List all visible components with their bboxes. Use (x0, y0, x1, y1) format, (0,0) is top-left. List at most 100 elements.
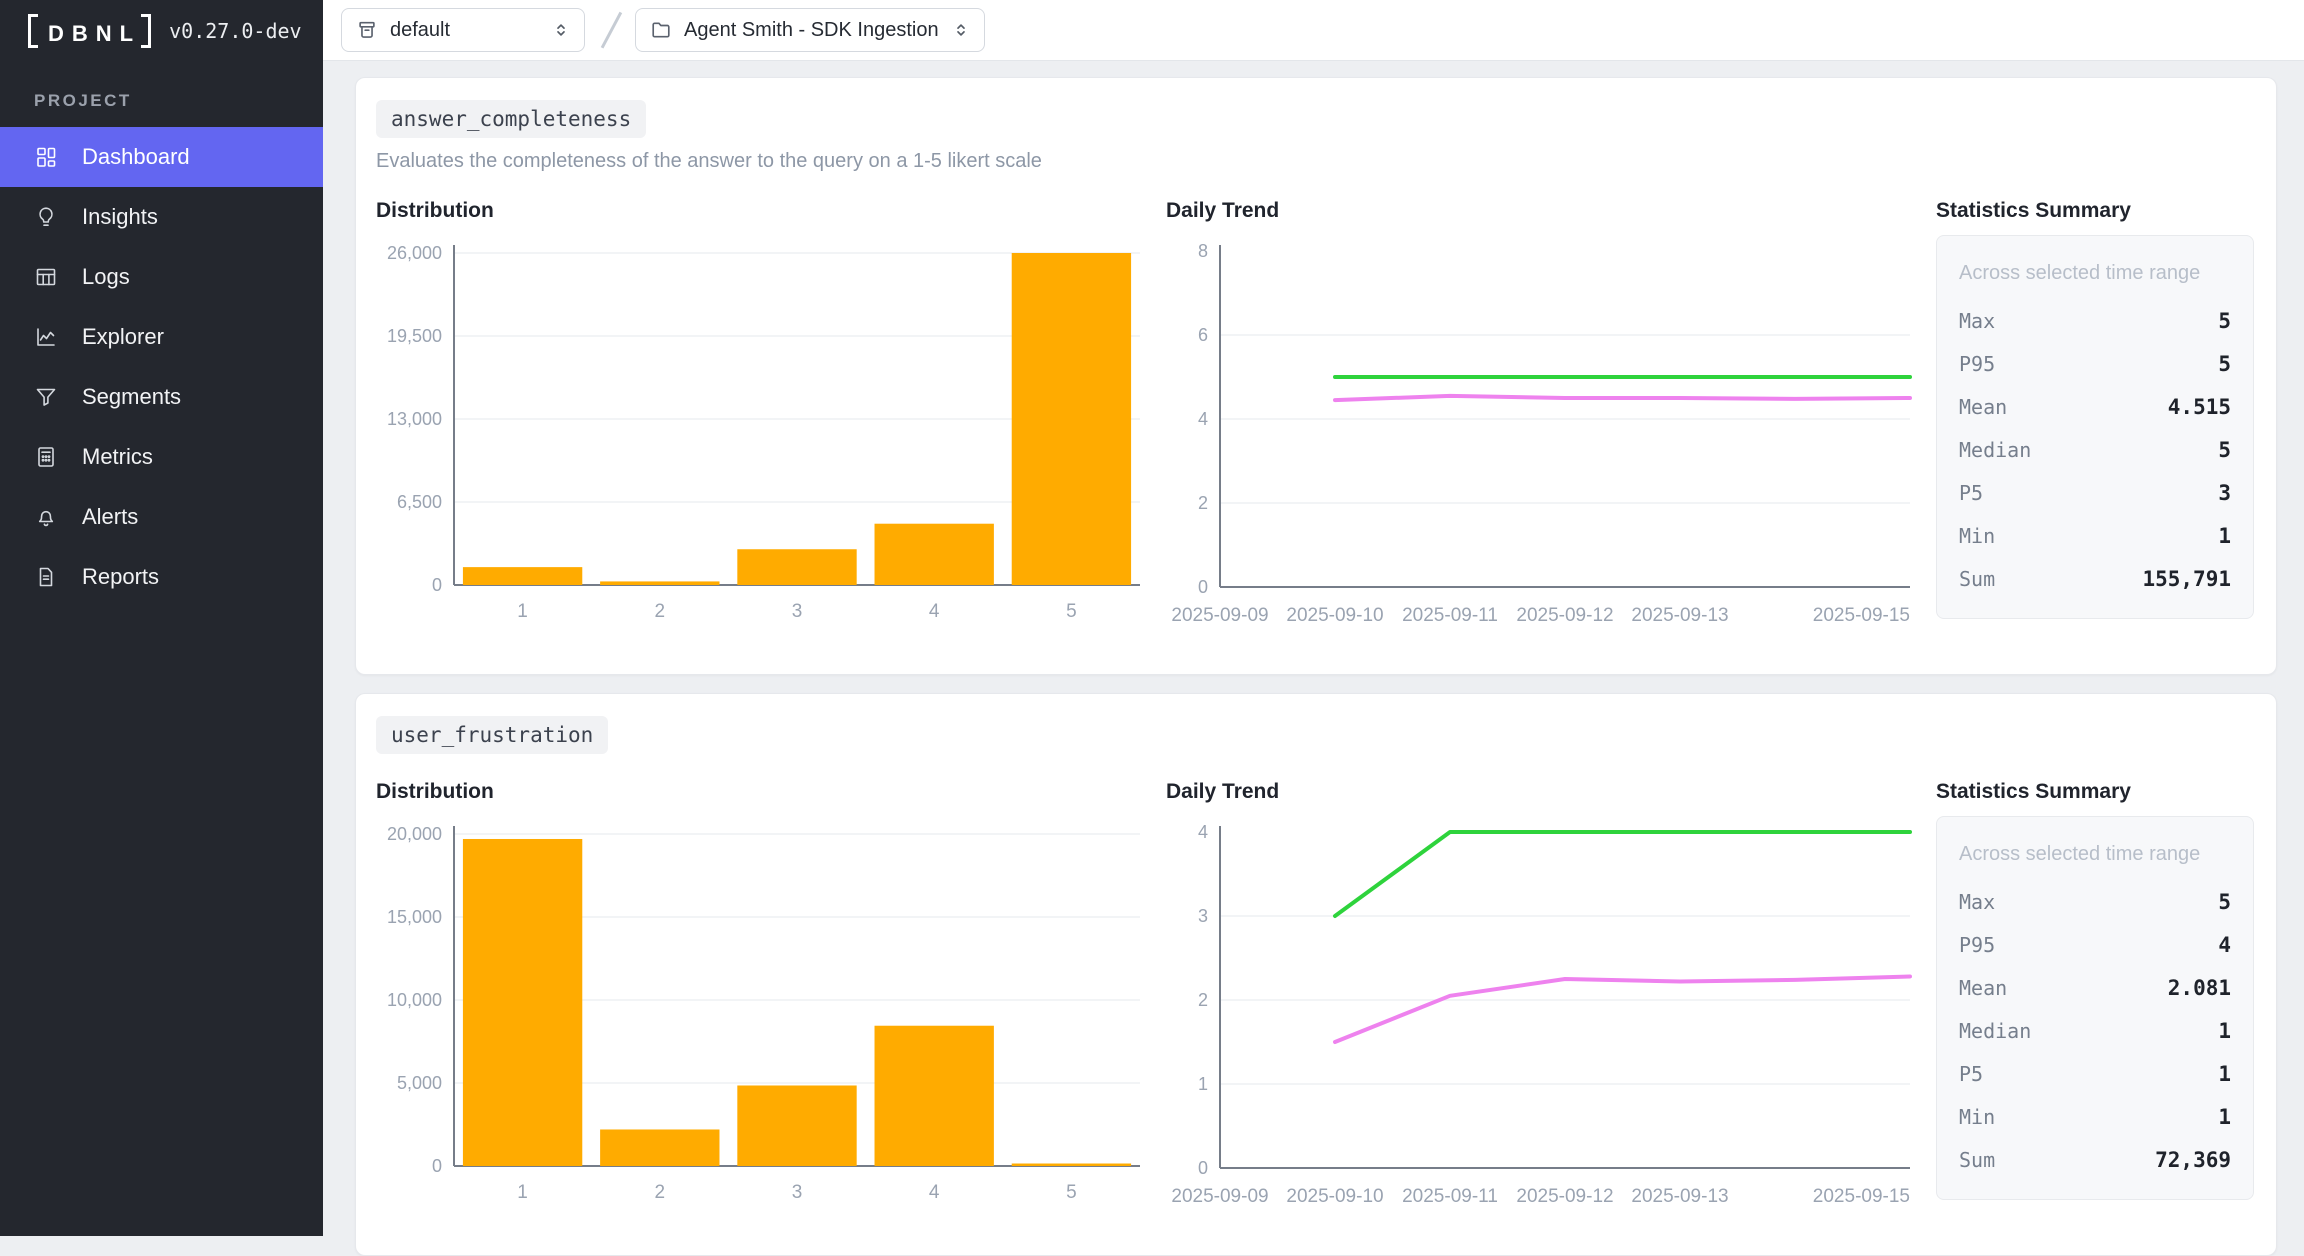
svg-text:13,000: 13,000 (387, 409, 442, 429)
svg-text:0: 0 (432, 1156, 442, 1176)
logo-text: DBNL (38, 14, 141, 48)
metric-name-pill: answer_completeness (376, 100, 646, 138)
bucket-icon (356, 19, 378, 41)
stat-label: Mean (1959, 976, 2007, 1000)
stat-row-median: Median 5 (1959, 428, 2231, 471)
logo-bracket-right (141, 14, 151, 48)
svg-text:4: 4 (929, 1182, 940, 1203)
dashboard-icon (34, 145, 58, 169)
stats-rows: Max5P955Mean4.515Median5P53Min1Sum155,79… (1959, 299, 2231, 600)
stat-value: 4.515 (2168, 395, 2231, 419)
run-selector[interactable]: Agent Smith - SDK Ingestion (635, 8, 985, 52)
svg-text:2: 2 (655, 601, 666, 622)
distribution-title: Distribution (376, 199, 1146, 223)
stat-value: 3 (2218, 481, 2231, 505)
metric-name: answer_completeness (391, 107, 631, 131)
svg-text:3: 3 (1198, 906, 1208, 926)
metric-card-user_frustration: user_frustration Distribution 05,00010,0… (355, 693, 2277, 1256)
stat-label: Min (1959, 1105, 1995, 1129)
stat-label: Median (1959, 1019, 2031, 1043)
svg-text:2025-09-11: 2025-09-11 (1402, 605, 1498, 626)
insights-icon (34, 205, 58, 229)
svg-text:10,000: 10,000 (387, 990, 442, 1010)
stats-panel-col: Statistics Summary Across selected time … (1936, 780, 2256, 1221)
stat-value: 5 (2218, 352, 2231, 376)
svg-text:1: 1 (517, 1182, 528, 1203)
stat-label: Median (1959, 438, 2031, 462)
svg-text:15,000: 15,000 (387, 907, 442, 927)
stat-label: Sum (1959, 1148, 1995, 1172)
sidebar-item-label: Insights (82, 204, 158, 230)
svg-text:1: 1 (1198, 1074, 1208, 1094)
svg-text:0: 0 (432, 575, 442, 595)
stat-value: 5 (2218, 438, 2231, 462)
svg-text:2025-09-10: 2025-09-10 (1286, 1186, 1383, 1207)
svg-text:3: 3 (792, 1182, 803, 1203)
svg-text:8: 8 (1198, 241, 1208, 261)
stat-row-p95: P954 (1959, 923, 2231, 966)
stat-label: P95 (1959, 352, 1995, 376)
sidebar-item-metrics[interactable]: Metrics (0, 427, 323, 487)
daily-trend-title: Daily Trend (1166, 780, 1916, 804)
svg-text:2025-09-09: 2025-09-09 (1171, 605, 1268, 626)
svg-text:6,500: 6,500 (397, 492, 442, 512)
metric-name: user_frustration (391, 723, 593, 747)
sidebar-item-logs[interactable]: Logs (0, 247, 323, 307)
svg-text:3: 3 (792, 601, 803, 622)
chevron-updown-icon (552, 19, 570, 41)
svg-text:2: 2 (655, 1182, 666, 1203)
stat-value: 2.081 (2168, 976, 2231, 1000)
daily-trend-chart: 012342025-09-092025-09-102025-09-112025-… (1166, 816, 1916, 1216)
metric-panels: Distribution 05,00010,00015,00020,000123… (376, 780, 2256, 1221)
stat-row-sum: Sum72,369 (1959, 1138, 2231, 1181)
sidebar-item-reports[interactable]: Reports (0, 547, 323, 607)
stat-value: 1 (2218, 524, 2231, 548)
svg-text:4: 4 (1198, 409, 1208, 429)
segments-icon (34, 385, 58, 409)
sidebar-item-insights[interactable]: Insights (0, 187, 323, 247)
project-selector[interactable]: default (341, 8, 585, 52)
run-selector-value: Agent Smith - SDK Ingestion (684, 19, 939, 42)
sidebar-item-label: Logs (82, 264, 130, 290)
svg-text:2025-09-13: 2025-09-13 (1631, 605, 1728, 626)
project-selector-value: default (390, 19, 450, 42)
svg-text:2025-09-15: 2025-09-15 (1813, 1186, 1910, 1207)
stat-label: P5 (1959, 481, 1983, 505)
stat-row-p5: P51 (1959, 1052, 2231, 1095)
stat-label: Max (1959, 890, 1995, 914)
stat-row-mean: Mean4.515 (1959, 385, 2231, 428)
sidebar-items: Dashboard Insights Logs Explorer Segment… (0, 127, 323, 607)
stat-label: Min (1959, 524, 1995, 548)
app-version: v0.27.0-dev (169, 19, 301, 43)
sidebar-item-dashboard[interactable]: Dashboard (0, 127, 323, 187)
svg-text:19,500: 19,500 (387, 326, 442, 346)
stat-row-min: Min 1 (1959, 514, 2231, 557)
svg-text:2: 2 (1198, 990, 1208, 1010)
svg-text:2: 2 (1198, 493, 1208, 513)
distribution-chart: 06,50013,00019,50026,00012345 (376, 235, 1146, 627)
svg-text:2025-09-09: 2025-09-09 (1171, 1186, 1268, 1207)
svg-text:2025-09-11: 2025-09-11 (1402, 1186, 1498, 1207)
stat-row-p5: P5 3 (1959, 471, 2231, 514)
sidebar-item-alerts[interactable]: Alerts (0, 487, 323, 547)
svg-text:26,000: 26,000 (387, 243, 442, 263)
stat-value: 155,791 (2142, 567, 2231, 591)
stat-value: 5 (2218, 309, 2231, 333)
svg-text:1: 1 (517, 601, 528, 622)
stats-panel: Across selected time range Max5P955Mean4… (1936, 235, 2254, 619)
sidebar-item-label: Metrics (82, 444, 153, 470)
metric-description: Evaluates the completeness of the answer… (376, 150, 2256, 173)
stat-value: 4 (2218, 933, 2231, 957)
alerts-icon (34, 505, 58, 529)
sidebar-item-segments[interactable]: Segments (0, 367, 323, 427)
sidebar-item-label: Alerts (82, 504, 138, 530)
stats-panel-col: Statistics Summary Across selected time … (1936, 199, 2256, 640)
stat-value: 1 (2218, 1105, 2231, 1129)
svg-text:4: 4 (1198, 822, 1208, 842)
svg-text:2025-09-15: 2025-09-15 (1813, 605, 1910, 626)
sidebar: DBNL v0.27.0-dev PROJECT Dashboard Insig… (0, 0, 323, 1236)
sidebar-item-explorer[interactable]: Explorer (0, 307, 323, 367)
stats-note: Across selected time range (1959, 843, 2231, 866)
stat-label: Sum (1959, 567, 1995, 591)
daily-trend-panel: Daily Trend 024682025-09-092025-09-10202… (1166, 199, 1916, 640)
